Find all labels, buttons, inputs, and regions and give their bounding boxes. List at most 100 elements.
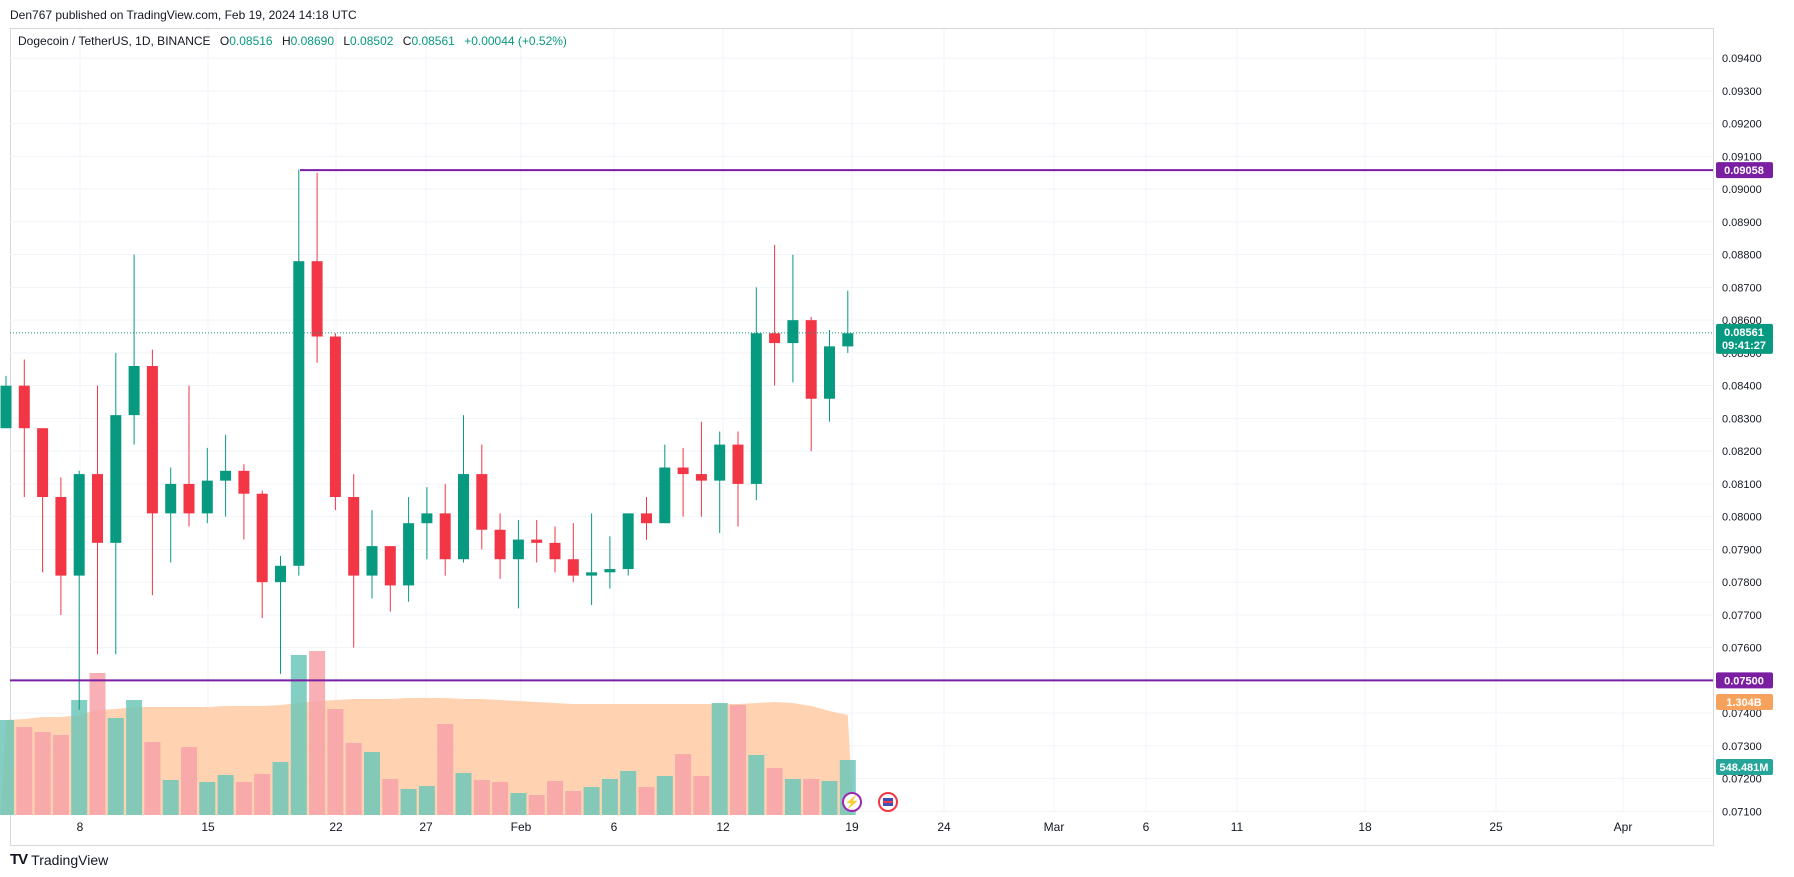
volume-bar[interactable] <box>803 779 820 815</box>
volume-bar[interactable] <box>217 775 234 815</box>
candle-body[interactable] <box>732 444 744 484</box>
candle-body[interactable] <box>549 542 561 560</box>
volume-bar[interactable] <box>272 762 289 815</box>
candle-body[interactable] <box>769 333 781 344</box>
volume-bar[interactable] <box>711 703 728 815</box>
volume-bar[interactable] <box>327 709 344 815</box>
chart-pane[interactable] <box>10 28 1714 846</box>
candle-body[interactable] <box>512 539 524 560</box>
candle-body[interactable] <box>677 467 689 475</box>
volume-bar[interactable] <box>254 774 271 815</box>
candle-body[interactable] <box>787 320 799 344</box>
candle-body[interactable] <box>384 546 396 586</box>
volume-bar[interactable] <box>492 782 509 815</box>
volume-bar[interactable] <box>455 773 472 815</box>
candle-body[interactable] <box>0 385 12 429</box>
volume-bar[interactable] <box>784 779 801 815</box>
candle-body[interactable] <box>110 415 122 543</box>
last-price-badge[interactable] <box>1716 323 1773 354</box>
volume-bar[interactable] <box>126 700 143 815</box>
volume-bar[interactable] <box>235 782 252 815</box>
volume-bar[interactable] <box>162 780 179 815</box>
volume-bar[interactable] <box>656 776 673 815</box>
candle-body[interactable] <box>421 513 433 524</box>
volume-bar[interactable] <box>107 718 124 815</box>
candle-body[interactable] <box>18 385 30 429</box>
candle-body[interactable] <box>439 513 451 560</box>
candle-body[interactable] <box>458 474 469 560</box>
candle-body[interactable] <box>824 346 835 399</box>
candle-body[interactable] <box>165 483 177 514</box>
volume-bar[interactable] <box>601 779 618 815</box>
volume-bar[interactable] <box>638 787 655 815</box>
volume-bar[interactable] <box>309 651 326 815</box>
candle-body[interactable] <box>293 261 305 566</box>
volume-bar[interactable] <box>345 743 362 815</box>
volume-bar[interactable] <box>400 789 417 815</box>
volume-bar[interactable] <box>418 786 435 815</box>
volume-bar[interactable] <box>181 747 197 815</box>
volume-bar[interactable] <box>290 655 307 815</box>
candle-body[interactable] <box>531 539 543 543</box>
candle-body[interactable] <box>750 333 762 484</box>
volume-bar[interactable] <box>0 720 14 815</box>
volume-badge[interactable] <box>1716 759 1773 775</box>
support-price-badge[interactable] <box>1716 672 1773 689</box>
candle-body[interactable] <box>37 428 49 497</box>
volume-bar[interactable] <box>437 724 454 815</box>
volume-bar[interactable] <box>71 700 88 815</box>
candle-body[interactable] <box>201 480 213 514</box>
candle-body[interactable] <box>659 467 671 524</box>
volume-bar[interactable] <box>473 780 490 815</box>
volume-bar[interactable] <box>364 752 380 815</box>
volume-ma-badge[interactable] <box>1716 694 1773 710</box>
volume-bar[interactable] <box>821 781 838 815</box>
volume-bar[interactable] <box>199 782 216 815</box>
candle-body[interactable] <box>586 572 598 576</box>
candle-body[interactable] <box>604 569 616 573</box>
candle-body[interactable] <box>92 474 103 543</box>
candle-body[interactable] <box>622 513 634 570</box>
volume-bar[interactable] <box>528 795 545 815</box>
volume-bar[interactable] <box>620 771 637 815</box>
symbol-name[interactable]: Dogecoin / TetherUS, 1D, BINANCE <box>18 34 211 48</box>
lightning-icon[interactable] <box>842 792 862 812</box>
candle-body[interactable] <box>805 320 817 399</box>
volume-bar[interactable] <box>34 732 51 815</box>
candle-body[interactable] <box>842 333 854 347</box>
volume-bar[interactable] <box>382 779 399 815</box>
candle-body[interactable] <box>366 546 378 576</box>
candle-body[interactable] <box>256 493 268 583</box>
candle-body[interactable] <box>55 497 67 576</box>
volume-bar[interactable] <box>748 755 765 815</box>
volume-bar[interactable] <box>52 735 69 815</box>
candle-body[interactable] <box>348 497 360 576</box>
candle-body[interactable] <box>329 336 341 497</box>
candle-body[interactable] <box>220 470 232 481</box>
candle-body[interactable] <box>403 523 415 586</box>
candle-body[interactable] <box>275 565 286 583</box>
volume-bar[interactable] <box>89 673 106 815</box>
candle-body[interactable] <box>476 474 488 530</box>
volume-bar[interactable] <box>547 781 563 815</box>
volume-bar[interactable] <box>583 787 600 815</box>
volume-bar[interactable] <box>675 754 692 815</box>
candle-body[interactable] <box>183 483 195 514</box>
volume-bar[interactable] <box>730 705 746 815</box>
candle-body[interactable] <box>714 444 726 481</box>
candle-body[interactable] <box>146 366 158 514</box>
candle-body[interactable] <box>73 474 85 576</box>
candle-body[interactable] <box>311 261 323 337</box>
candle-body[interactable] <box>641 513 652 524</box>
candle-body[interactable] <box>494 529 506 560</box>
volume-bar[interactable] <box>693 776 710 815</box>
volume-bar[interactable] <box>565 791 582 815</box>
candle-body[interactable] <box>567 559 579 576</box>
volume-bar[interactable] <box>144 742 161 815</box>
candle-body[interactable] <box>695 474 707 481</box>
volume-bar[interactable] <box>766 768 783 815</box>
candle-body[interactable] <box>238 470 250 494</box>
tradingview-brand[interactable]: TV TradingView <box>10 851 108 868</box>
volume-bar[interactable] <box>510 793 527 815</box>
